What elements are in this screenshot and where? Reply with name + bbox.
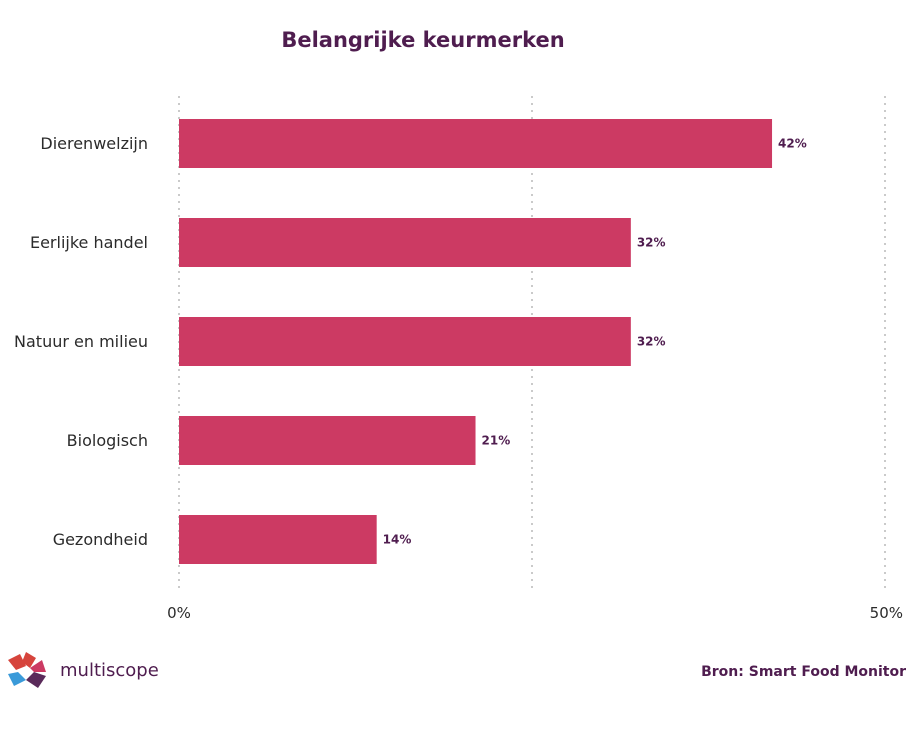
tick-label: 0% [167,604,191,622]
bar-gezondheid[interactable] [179,515,377,564]
value-label: 32% [637,236,666,250]
value-label: 32% [637,335,666,349]
bar-eerlijke-handel[interactable] [179,218,631,267]
tick-label: 50% [870,604,903,622]
bar-biologisch[interactable] [179,416,476,465]
x-axis-ticks: 0% 50% [167,604,903,622]
category-label: Gezondheid [53,530,148,549]
bar-dierenwelzijn[interactable] [179,119,773,168]
multiscope-logo-icon [8,652,46,688]
logo-text: multiscope [60,659,159,681]
value-label: 42% [778,137,807,151]
category-label: Dierenwelzijn [40,134,148,153]
multiscope-logo[interactable]: multiscope [6,650,159,690]
value-label: 21% [482,434,511,448]
bars: Dierenwelzijn 42% Eerlijke handel 32% Natuur… [14,119,807,564]
source-label: Bron: Smart Food Monitor [701,664,906,680]
bar-chart: Dierenwelzijn 42% Eerlijke handel 32% Natuur… [14,96,903,622]
value-label: 14% [383,533,412,547]
chart-title: Belangrijke keurmerken [281,28,565,52]
category-label: Biologisch [67,431,148,450]
category-label: Natuur en milieu [14,332,148,351]
bar-natuur-en-milieu[interactable] [179,317,631,366]
category-label: Eerlijke handel [30,233,148,252]
